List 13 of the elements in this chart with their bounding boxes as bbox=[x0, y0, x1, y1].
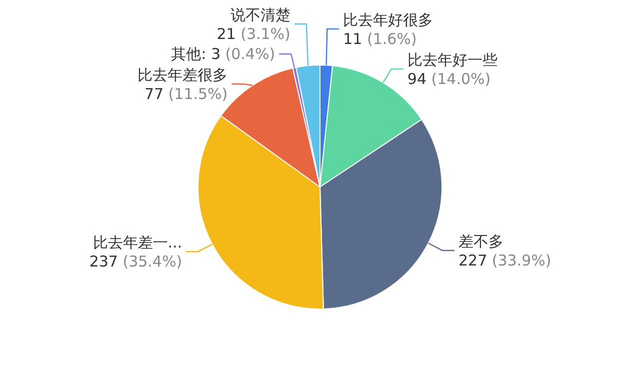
slice-label: 比去年差一... bbox=[92, 234, 182, 252]
slice-label: 比去年好一些 bbox=[407, 50, 498, 69]
data-label: 11 (1.6%) bbox=[343, 30, 417, 48]
data-label: 21 (3.1%) bbox=[216, 25, 290, 43]
data-label: 237 (35.4%) bbox=[89, 252, 182, 271]
slice-label: 比去年差很多 bbox=[138, 66, 228, 84]
data-label: 77 (11.5%) bbox=[144, 85, 228, 103]
data-label: 94 (14.0%) bbox=[407, 70, 491, 88]
data-label: 227 (33.9%) bbox=[458, 252, 552, 270]
slice-label: 说不清楚 bbox=[230, 6, 290, 24]
slice-label: 其他: 3 (0.4%) bbox=[171, 45, 276, 63]
slice-label: 比去年好很多 bbox=[343, 10, 434, 29]
slice-label: 差不多 bbox=[458, 232, 504, 251]
